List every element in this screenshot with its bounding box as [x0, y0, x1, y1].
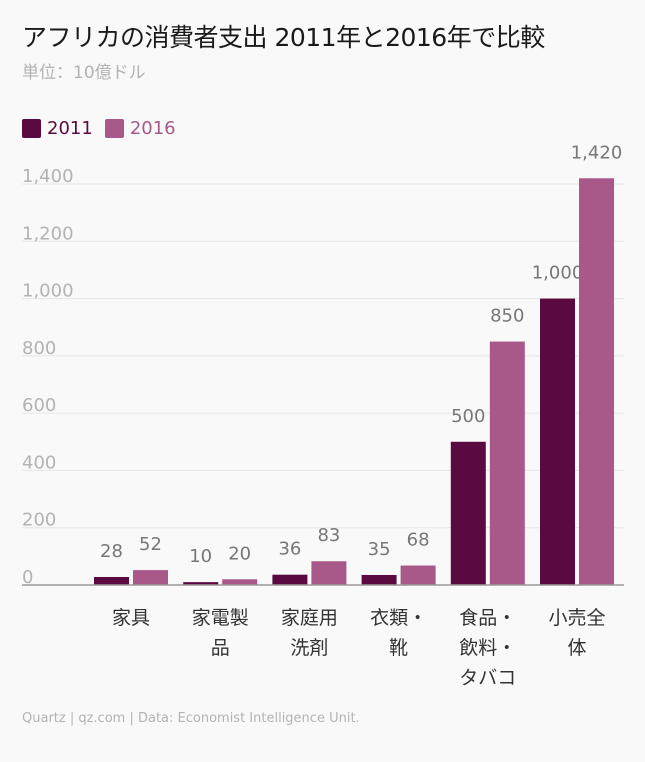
- y-tick-label: 600: [22, 395, 56, 416]
- y-tick-label: 800: [22, 338, 56, 359]
- x-category-label: 体: [567, 637, 586, 659]
- bar-2011: [450, 441, 486, 585]
- bar-2016: [311, 561, 347, 585]
- bar-2011: [540, 298, 575, 585]
- source-footer: Quartz | qz.com | Data: Economist Intell…: [22, 711, 360, 726]
- y-tick-label: 400: [22, 452, 56, 473]
- x-category-label: 小売全: [548, 607, 605, 629]
- legend-label-2011: 2011: [47, 118, 93, 139]
- x-category-label: 家庭用: [281, 607, 338, 629]
- legend: 2011 2016: [22, 118, 176, 139]
- x-category-label: タバコ: [459, 667, 516, 689]
- legend-swatch-2016: [104, 119, 124, 138]
- data-label: 850: [490, 306, 524, 327]
- data-label: 36: [278, 539, 301, 560]
- data-label: 10: [189, 546, 212, 567]
- bar-2011: [183, 582, 219, 585]
- x-category-label: 洗剤: [290, 637, 328, 659]
- y-tick-label: 1,000: [22, 281, 74, 302]
- data-label: 68: [407, 530, 430, 551]
- bar-2011: [94, 576, 129, 585]
- bar-2016: [579, 178, 614, 585]
- chart-title: アフリカの消費者支出 2011年と2016年で比較: [22, 23, 545, 52]
- bar-2011: [361, 574, 397, 585]
- y-tick-label: 1,200: [22, 223, 74, 244]
- data-label: 28: [100, 541, 123, 562]
- x-category-label: 家具: [112, 607, 150, 629]
- x-category-label: 靴: [389, 637, 408, 659]
- x-category-label: 品: [211, 637, 230, 659]
- x-category-label: 食品・: [459, 607, 516, 629]
- data-label: 20: [228, 543, 251, 564]
- data-label: 500: [451, 406, 485, 427]
- bar-2016: [489, 341, 525, 585]
- bar-2016: [133, 570, 168, 585]
- data-label: 83: [317, 525, 340, 546]
- data-label: 1,420: [571, 142, 623, 163]
- x-category-label: 飲料・: [459, 637, 516, 659]
- bar-2016: [222, 579, 258, 585]
- data-label: 1,000: [532, 263, 584, 284]
- legend-item-2011: 2011: [22, 118, 93, 139]
- chart-subtitle: 単位：10億ドル: [22, 63, 146, 83]
- x-category-label: 家電製: [192, 607, 249, 629]
- x-category-label: 衣類・: [370, 607, 427, 629]
- bar-2011: [272, 574, 308, 585]
- data-label: 35: [368, 539, 391, 560]
- legend-item-2016: 2016: [104, 118, 176, 139]
- data-label: 52: [139, 534, 162, 555]
- y-tick-label: 1,400: [22, 166, 74, 187]
- legend-label-2016: 2016: [129, 118, 176, 139]
- y-tick-label: 200: [22, 510, 56, 531]
- legend-swatch-2011: [22, 119, 41, 138]
- y-tick-label: 0: [22, 567, 33, 588]
- bar-2016: [400, 565, 436, 585]
